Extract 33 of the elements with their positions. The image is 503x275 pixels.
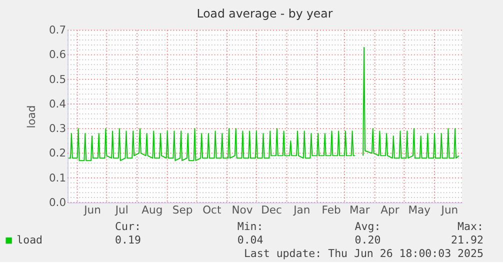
y-tick-label: 0.6 [48,48,66,62]
text: Last update: Thu Jun 26 18:00:03 2025 [244,247,484,260]
text: 21.92 [451,234,484,247]
text: Cur: [115,220,141,233]
x-tick-label: Sep [172,204,193,217]
y-tick-label: 0.4 [48,97,66,110]
text: 0.04 [237,234,264,247]
x-tick-label: Apr [380,204,400,217]
x-tick-label: Jun [83,204,101,217]
y-tick-label: 0.0 [48,196,66,209]
x-tick-label: Aug [142,204,163,217]
y-tick-label: 0.7 [48,24,66,37]
x-tick-label: Jan [292,204,310,217]
chart-title: Load average - by year [196,6,333,20]
text: Max: [458,220,484,233]
text: 0.19 [115,234,141,247]
y-tick-label: 0.2 [48,146,66,160]
y-tick-label: 0.3 [48,122,66,136]
x-tick-label: Jun [440,204,458,217]
y-axis-title: load [25,105,38,128]
x-tick-label: Mar [349,204,370,217]
x-tick-label: Jul [114,204,128,217]
y-tick-label: 0.1 [48,171,66,184]
x-tick-label: Feb [322,204,341,217]
text: Min: [237,220,264,233]
text: 0.20 [354,234,381,247]
legend-label: load [16,234,43,247]
x-tick-label: Dec [261,204,282,217]
x-tick-label: Nov [232,204,254,217]
x-tick-label: May [408,204,432,217]
x-tick-label: Oct [202,204,222,217]
y-tick-label: 0.5 [48,72,66,86]
text: Avg: [354,220,381,233]
